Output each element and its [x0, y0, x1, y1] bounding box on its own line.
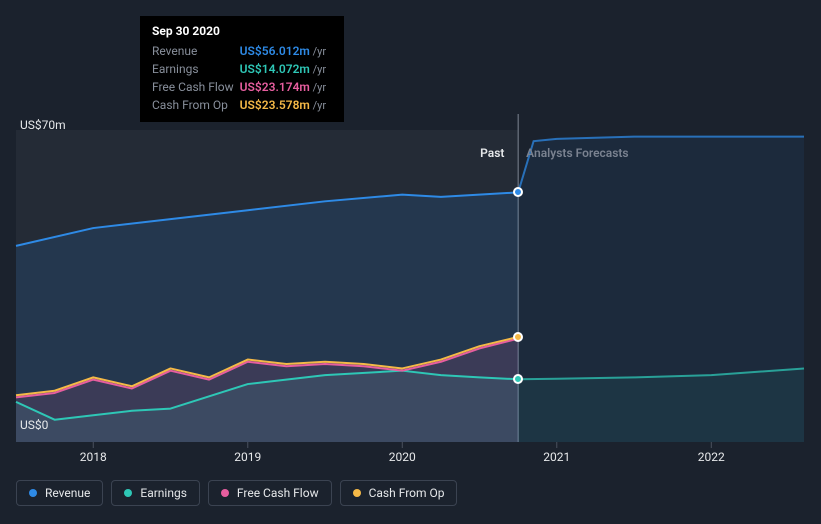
- chart-tooltip: Sep 30 2020 RevenueUS$56.012m /yrEarning…: [140, 16, 344, 122]
- chart-plot-area[interactable]: [0, 0, 821, 524]
- legend-dot-icon: [29, 489, 37, 497]
- tooltip-date: Sep 30 2020: [152, 24, 332, 38]
- tooltip-row: Free Cash FlowUS$23.174m /yr: [152, 78, 332, 96]
- x-axis-label: 2018: [80, 450, 107, 464]
- legend-item-label: Revenue: [45, 486, 90, 500]
- legend-item-label: Earnings: [140, 486, 187, 500]
- tooltip-row-unit: /yr: [310, 63, 326, 76]
- tooltip-row-label: Cash From Op: [152, 96, 240, 114]
- legend-dot-icon: [221, 489, 229, 497]
- tooltip-row: Cash From OpUS$23.578m /yr: [152, 96, 332, 114]
- cfo-marker-point: [513, 332, 523, 342]
- legend-item-cfo[interactable]: Cash From Op: [340, 480, 458, 506]
- legend-dot-icon: [124, 489, 132, 497]
- legend-item-earnings[interactable]: Earnings: [111, 480, 200, 506]
- earnings-marker-point: [513, 374, 523, 384]
- tooltip-row-label: Revenue: [152, 42, 240, 60]
- tooltip-row-value: US$23.174m: [240, 80, 310, 94]
- tooltip-row-unit: /yr: [310, 81, 326, 94]
- chart-legend: Revenue Earnings Free Cash Flow Cash From O…: [16, 480, 457, 506]
- tooltip-table: RevenueUS$56.012m /yrEarningsUS$14.072m …: [152, 42, 332, 114]
- x-axis-label: 2022: [698, 450, 725, 464]
- legend-item-label: Free Cash Flow: [237, 486, 319, 500]
- legend-dot-icon: [353, 489, 361, 497]
- tooltip-row-unit: /yr: [310, 45, 326, 58]
- tooltip-row-value: US$56.012m: [240, 44, 310, 58]
- x-axis-label: 2020: [389, 450, 416, 464]
- forecast-label: Analysts Forecasts: [526, 146, 628, 160]
- tooltip-row: EarningsUS$14.072m /yr: [152, 60, 332, 78]
- tooltip-row-unit: /yr: [310, 99, 326, 112]
- tooltip-row-value: US$14.072m: [240, 62, 310, 76]
- x-axis-label: 2019: [234, 450, 261, 464]
- tooltip-row-value: US$23.578m: [240, 98, 310, 112]
- x-axis-label: 2021: [543, 450, 570, 464]
- y-axis-label: US$70m: [20, 118, 66, 132]
- tooltip-row-label: Free Cash Flow: [152, 78, 240, 96]
- revenue-marker-point: [513, 187, 523, 197]
- legend-item-label: Cash From Op: [369, 486, 445, 500]
- tooltip-row-label: Earnings: [152, 60, 240, 78]
- y-axis-label: US$0: [20, 418, 48, 432]
- legend-item-revenue[interactable]: Revenue: [16, 480, 103, 506]
- tooltip-row: RevenueUS$56.012m /yr: [152, 42, 332, 60]
- financials-chart: US$70m US$0 2018 2019 2020 2021 2022 Past Ana…: [0, 0, 821, 524]
- past-label: Past: [480, 146, 504, 160]
- legend-item-fcf[interactable]: Free Cash Flow: [208, 480, 332, 506]
